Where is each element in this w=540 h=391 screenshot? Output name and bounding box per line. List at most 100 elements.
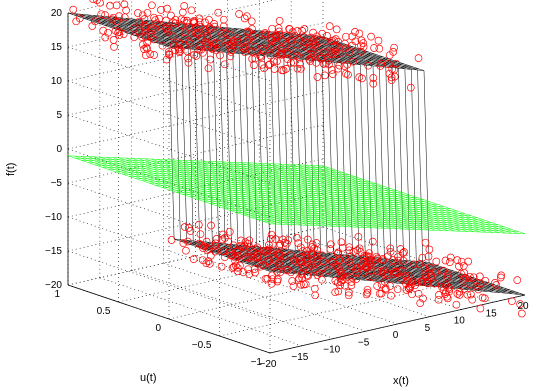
red-circle-marker	[393, 285, 402, 294]
green-mesh-line	[322, 165, 526, 235]
red-circle-marker	[251, 42, 259, 51]
red-circle-marker	[444, 283, 453, 292]
red-circle-marker	[384, 271, 393, 280]
red-circle-marker	[235, 10, 243, 18]
red-circle-marker	[303, 257, 312, 266]
red-circle-marker	[257, 53, 265, 61]
red-circle-marker	[212, 38, 220, 47]
red-circle-marker	[195, 18, 204, 27]
red-circle-marker	[303, 271, 311, 280]
red-circle-marker	[241, 42, 249, 51]
red-circle-marker	[273, 57, 281, 66]
red-circle-marker	[496, 273, 505, 282]
red-circle-marker	[308, 248, 316, 257]
red-circle-marker	[357, 47, 365, 56]
red-circle-marker	[374, 36, 383, 45]
red-circle-marker	[277, 48, 286, 57]
z-tick-label: −15	[45, 246, 62, 257]
red-circle-marker	[112, 17, 121, 26]
red-circle-marker	[250, 265, 259, 273]
red-circle-marker	[415, 260, 424, 268]
red-circle-marker	[110, 43, 118, 51]
red-circle-marker	[467, 290, 475, 299]
red-circle-marker	[312, 58, 321, 67]
red-circle-marker	[97, 10, 106, 19]
red-circle-marker	[368, 273, 377, 281]
red-circle-marker	[201, 18, 209, 27]
red-circle-marker	[421, 264, 429, 273]
z-tick-label: 15	[51, 42, 63, 53]
red-circle-marker	[226, 52, 235, 61]
red-circle-marker	[276, 240, 285, 248]
red-circle-marker	[326, 245, 335, 253]
red-circle-marker	[264, 61, 273, 69]
red-circle-marker	[69, 5, 78, 14]
red-circle-marker	[268, 42, 276, 50]
red-circle-marker	[423, 275, 431, 284]
green-mesh-line	[240, 162, 443, 231]
red-circle-marker	[163, 4, 171, 13]
red-circle-marker	[365, 252, 373, 261]
red-circle-marker	[282, 266, 291, 275]
red-circle-marker	[299, 264, 308, 272]
black-mesh-line	[303, 34, 506, 294]
red-circle-marker	[306, 44, 315, 53]
red-circle-marker	[230, 41, 239, 50]
green-mesh-line	[67, 155, 271, 225]
red-circle-marker	[305, 55, 314, 64]
red-circle-marker	[469, 273, 478, 282]
green-mesh-line	[131, 158, 334, 227]
green-mesh-line	[291, 164, 494, 233]
red-circle-marker	[296, 60, 304, 68]
red-circle-marker	[360, 268, 368, 277]
red-circle-marker	[284, 236, 293, 244]
red-circle-marker	[201, 25, 210, 34]
red-circle-marker	[183, 47, 192, 56]
green-mesh-line	[201, 160, 404, 230]
red-circle-marker	[148, 26, 156, 35]
red-circle-marker	[398, 249, 407, 257]
red-circle-marker	[184, 58, 193, 67]
red-circle-marker	[180, 2, 189, 10]
red-circle-marker	[347, 262, 356, 271]
red-circle-marker	[167, 236, 176, 244]
x-tick-label: 10	[454, 316, 466, 327]
red-circle-marker	[165, 50, 173, 59]
red-circle-marker	[279, 235, 287, 244]
red-circle-marker	[302, 254, 311, 262]
red-circle-marker	[217, 262, 226, 271]
red-circle-marker	[327, 37, 336, 45]
red-circle-marker	[411, 281, 419, 290]
red-circle-marker	[248, 47, 257, 56]
black-mesh-surface	[67, 12, 526, 296]
red-circle-marker	[162, 55, 171, 64]
red-circle-marker	[276, 268, 285, 276]
black-mesh-line	[144, 19, 347, 279]
red-circle-marker	[427, 273, 435, 282]
red-circle-marker	[158, 41, 167, 50]
red-circle-marker	[196, 230, 205, 239]
red-circle-marker	[331, 288, 340, 297]
red-circle-marker	[300, 262, 309, 271]
z-tick-label: −5	[51, 178, 63, 189]
red-circle-marker	[306, 57, 315, 66]
red-circle-marker	[313, 271, 322, 279]
red-circle-marker	[363, 285, 372, 294]
red-circle-marker	[275, 251, 284, 260]
red-circle-marker	[491, 279, 499, 287]
red-circle-marker	[369, 74, 378, 82]
red-circle-marker	[344, 70, 352, 79]
red-circle-marker	[455, 287, 464, 296]
red-circle-marker	[351, 28, 359, 36]
black-mesh-line	[93, 15, 296, 275]
red-circle-marker	[157, 6, 165, 14]
red-circle-marker	[266, 44, 275, 52]
red-circle-markers	[69, 0, 526, 318]
red-circle-marker	[219, 22, 228, 31]
red-circle-marker	[336, 49, 344, 58]
green-mesh-surface	[67, 155, 526, 235]
red-circle-marker	[275, 16, 284, 25]
red-circle-marker	[274, 24, 283, 32]
red-circle-marker	[99, 26, 108, 35]
